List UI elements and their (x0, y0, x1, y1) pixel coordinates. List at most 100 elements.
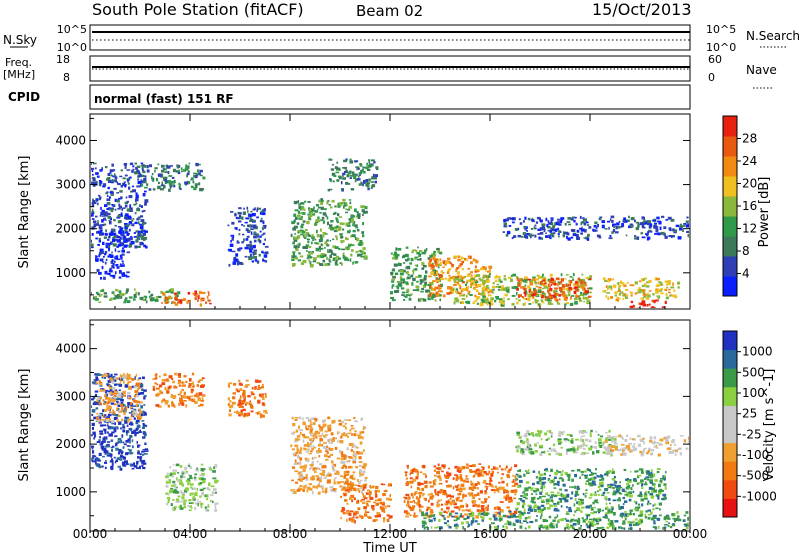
heatmap-cell (366, 163, 368, 166)
heatmap-cell (102, 409, 104, 412)
heatmap-cell (362, 167, 366, 169)
heatmap-cell (303, 485, 306, 487)
heatmap-cell (586, 299, 590, 302)
heatmap-cell (423, 517, 426, 519)
heatmap-cell (143, 210, 145, 212)
heatmap-cell (351, 449, 353, 452)
heatmap-cell (317, 217, 319, 220)
heatmap-cell (431, 265, 434, 267)
heatmap-cell (325, 459, 329, 461)
heatmap-cell (245, 256, 248, 258)
heatmap-cell (92, 432, 95, 435)
heatmap-cell (605, 516, 609, 518)
heatmap-cell (327, 200, 329, 202)
heatmap-cell (153, 188, 156, 190)
heatmap-cell (572, 229, 576, 232)
heatmap-cell (439, 483, 443, 485)
heatmap-cell (122, 426, 125, 429)
heatmap-cell (239, 405, 243, 408)
heatmap-cell (419, 495, 421, 498)
heatmap-cell (685, 511, 688, 514)
heatmap-cell (647, 304, 649, 307)
heatmap-cell (356, 238, 359, 241)
heatmap-cell (313, 467, 317, 469)
y-tick-label: 2000 (55, 222, 86, 236)
heatmap-cell (447, 271, 450, 274)
heatmap-cell (641, 232, 644, 234)
heatmap-cell (120, 244, 122, 246)
heatmap-cell (326, 446, 328, 448)
heatmap-cell (421, 488, 424, 491)
heatmap-cell (117, 183, 119, 185)
heatmap-cell (138, 408, 140, 410)
heatmap-cell (513, 479, 515, 482)
heatmap-cell (607, 280, 610, 283)
heatmap-cell (347, 246, 349, 248)
heatmap-cell (449, 268, 452, 270)
heatmap-cell (521, 454, 525, 456)
heatmap-cell (174, 180, 176, 183)
heatmap-cell (247, 210, 249, 212)
heatmap-cell (320, 203, 323, 206)
heatmap-cell (551, 303, 554, 305)
heatmap-cell (347, 419, 351, 421)
heatmap-cell (309, 420, 311, 422)
heatmap-cell (643, 278, 646, 280)
heatmap-cell (112, 180, 115, 182)
heatmap-cell (415, 257, 419, 259)
heatmap-cell (550, 522, 552, 525)
heatmap-cell (104, 373, 106, 375)
heatmap-cell (142, 222, 146, 225)
heatmap-cell (448, 510, 450, 512)
heatmap-cell (352, 223, 354, 226)
heatmap-cell (570, 280, 573, 283)
heatmap-cell (367, 512, 370, 514)
heatmap-cell (141, 465, 143, 468)
heatmap-cell (241, 224, 243, 226)
heatmap-cell (603, 442, 605, 445)
heatmap-cell (235, 253, 238, 256)
heatmap-cell (600, 436, 603, 438)
heatmap-cell (356, 174, 358, 176)
heatmap-cell (126, 431, 128, 433)
heatmap-cell (578, 518, 580, 521)
heatmap-cell (106, 259, 108, 261)
heatmap-cell (144, 395, 147, 397)
heatmap-cell (96, 378, 99, 381)
heatmap-cell (528, 526, 531, 529)
heatmap-cell (99, 380, 101, 383)
heatmap-cell (411, 282, 413, 286)
heatmap-cell (446, 501, 450, 503)
heatmap-cell (143, 396, 145, 399)
heatmap-cell (470, 271, 473, 273)
heatmap-cell (489, 289, 491, 292)
heatmap-cell (584, 432, 588, 434)
heatmap-cell (250, 211, 252, 213)
heatmap-cell (433, 251, 435, 254)
freq-tick-bottom: 8 (63, 71, 70, 84)
heatmap-cell (97, 298, 99, 300)
heatmap-cell (102, 215, 105, 217)
heatmap-cell (343, 487, 345, 489)
heatmap-cell (169, 296, 171, 299)
heatmap-cell (304, 465, 307, 468)
heatmap-cell (294, 445, 296, 447)
heatmap-cell (298, 252, 300, 254)
heatmap-cell (95, 238, 98, 240)
heatmap-cell (251, 410, 254, 412)
heatmap-cell (430, 493, 433, 496)
heatmap-cell (484, 509, 487, 511)
heatmap-cell (657, 518, 660, 521)
heatmap-cell (449, 513, 452, 516)
heatmap-cell (577, 522, 580, 525)
heatmap-cell (521, 282, 523, 284)
heatmap-cell (103, 438, 106, 441)
colorbar-segment (723, 216, 737, 237)
heatmap-cell (405, 471, 408, 473)
heatmap-cell (441, 508, 443, 510)
heatmap-cell (91, 168, 94, 170)
heatmap-cell (425, 512, 428, 514)
heatmap-cell (429, 519, 431, 522)
heatmap-cell (187, 505, 190, 507)
heatmap-cell (345, 493, 347, 495)
